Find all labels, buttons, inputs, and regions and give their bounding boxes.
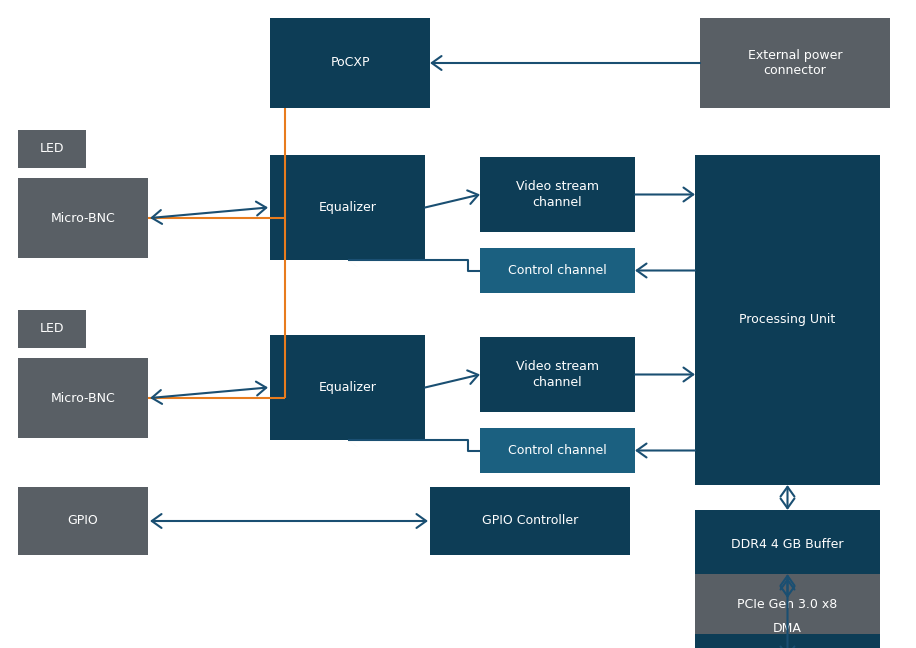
Text: Control channel: Control channel (508, 444, 607, 457)
Text: GPIO Controller: GPIO Controller (482, 515, 578, 527)
Bar (695, 510, 880, 578)
Bar (480, 337, 635, 412)
Bar (270, 155, 425, 260)
Text: GPIO: GPIO (68, 515, 98, 527)
Bar (480, 248, 635, 293)
Text: Equalizer: Equalizer (319, 201, 376, 214)
Text: Video stream
channel: Video stream channel (516, 360, 599, 389)
Bar (695, 598, 880, 648)
Bar (270, 335, 425, 440)
Text: Processing Unit: Processing Unit (739, 314, 835, 327)
Bar (18, 358, 148, 438)
Text: Control channel: Control channel (508, 264, 607, 277)
Text: LED: LED (39, 323, 64, 336)
Text: Micro-BNC: Micro-BNC (50, 211, 115, 224)
Bar (695, 155, 880, 485)
Bar (430, 487, 630, 555)
Bar (18, 487, 148, 555)
Text: External power
connector: External power connector (747, 49, 842, 77)
Bar (18, 178, 148, 258)
Bar (480, 157, 635, 232)
Text: LED: LED (39, 143, 64, 156)
Text: PoCXP: PoCXP (331, 56, 370, 69)
Bar (480, 428, 635, 473)
Text: DMA: DMA (773, 621, 802, 634)
Text: Video stream
channel: Video stream channel (516, 181, 599, 209)
Text: DDR4 4 GB Buffer: DDR4 4 GB Buffer (731, 537, 844, 551)
Text: PCIe Gen 3.0 x8: PCIe Gen 3.0 x8 (737, 597, 837, 610)
Bar (18, 310, 86, 348)
Text: Equalizer: Equalizer (319, 381, 376, 394)
Bar (270, 18, 430, 108)
Bar (695, 574, 880, 634)
Text: Micro-BNC: Micro-BNC (50, 391, 115, 404)
Bar (18, 130, 86, 168)
Bar (700, 18, 890, 108)
